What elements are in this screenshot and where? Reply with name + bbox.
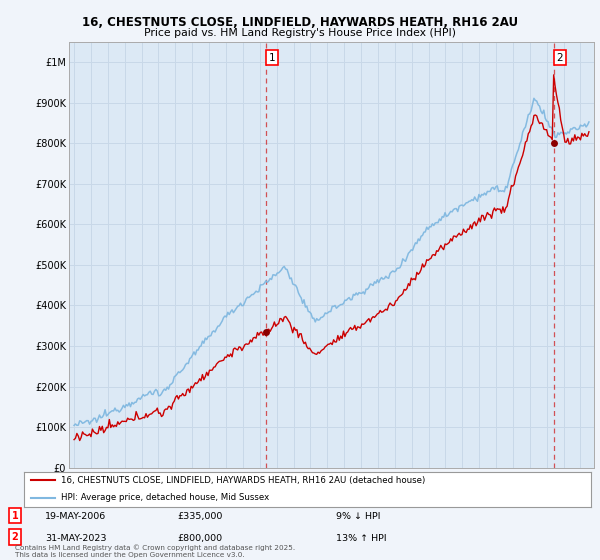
- Text: £800,000: £800,000: [177, 534, 222, 543]
- Text: 2: 2: [11, 532, 19, 542]
- Text: 1: 1: [11, 511, 19, 521]
- Text: 31-MAY-2023: 31-MAY-2023: [45, 534, 107, 543]
- Text: 2: 2: [556, 53, 563, 63]
- Text: 9% ↓ HPI: 9% ↓ HPI: [336, 512, 380, 521]
- Text: 16, CHESTNUTS CLOSE, LINDFIELD, HAYWARDS HEATH, RH16 2AU: 16, CHESTNUTS CLOSE, LINDFIELD, HAYWARDS…: [82, 16, 518, 29]
- Text: 13% ↑ HPI: 13% ↑ HPI: [336, 534, 386, 543]
- Text: 16, CHESTNUTS CLOSE, LINDFIELD, HAYWARDS HEATH, RH16 2AU (detached house): 16, CHESTNUTS CLOSE, LINDFIELD, HAYWARDS…: [61, 476, 425, 485]
- Text: Contains HM Land Registry data © Crown copyright and database right 2025.
This d: Contains HM Land Registry data © Crown c…: [15, 545, 295, 558]
- Text: Price paid vs. HM Land Registry's House Price Index (HPI): Price paid vs. HM Land Registry's House …: [144, 28, 456, 38]
- Text: £335,000: £335,000: [177, 512, 223, 521]
- Text: 19-MAY-2006: 19-MAY-2006: [45, 512, 106, 521]
- Text: HPI: Average price, detached house, Mid Sussex: HPI: Average price, detached house, Mid …: [61, 493, 269, 502]
- Text: 1: 1: [269, 53, 275, 63]
